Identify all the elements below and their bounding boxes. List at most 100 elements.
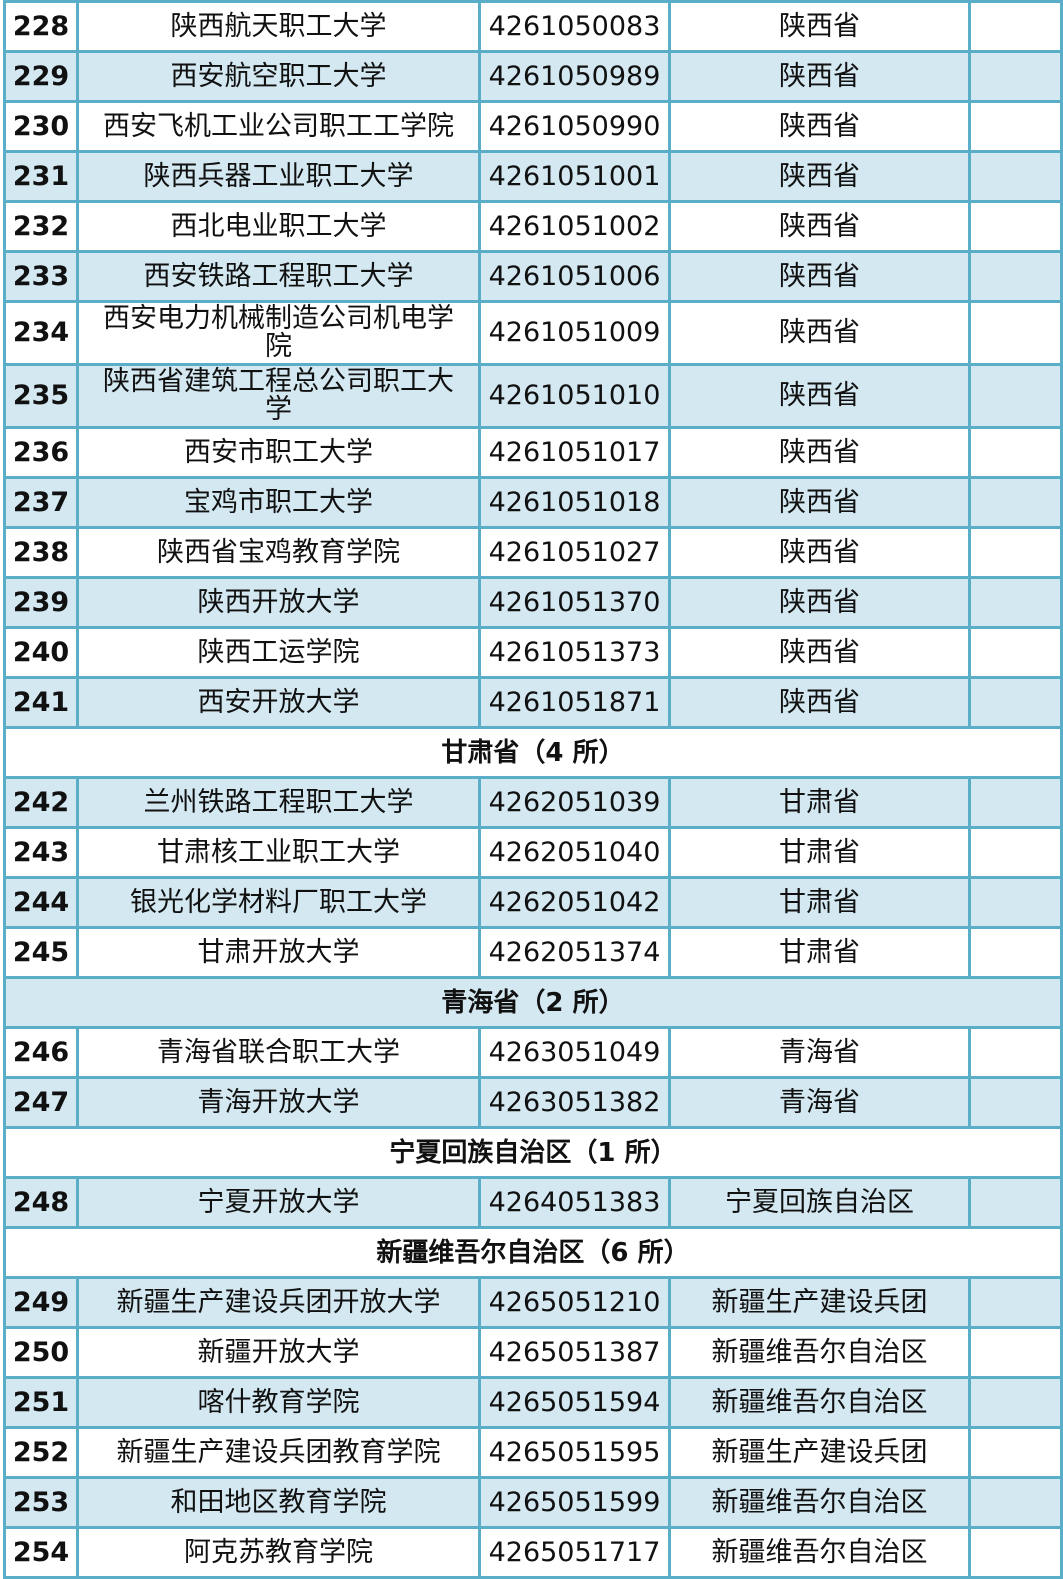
institution-code: 4263051049: [478, 1026, 671, 1079]
row-number: 252: [3, 1426, 79, 1479]
remarks-cell: [968, 776, 1063, 829]
region-name: 陕西省: [668, 50, 971, 103]
remarks-cell: [968, 676, 1063, 729]
section-header-row: 青海省（2 所）: [3, 976, 1063, 1029]
table-row: 241 西安开放大学 4261051871 陕西省: [3, 676, 1063, 729]
table-row: 242 兰州铁路工程职工大学 4262051039 甘肃省: [3, 776, 1063, 829]
row-number: 247: [3, 1076, 79, 1129]
remarks-cell: [968, 50, 1063, 103]
region-name: 陕西省: [668, 576, 971, 629]
remarks-cell: [968, 476, 1063, 529]
institution-name: 甘肃核工业职工大学: [76, 826, 481, 879]
table-row: 251 喀什教育学院 4265051594 新疆维吾尔自治区: [3, 1376, 1063, 1429]
institution-code: 4263051382: [478, 1076, 671, 1129]
region-name: 陕西省: [668, 250, 971, 303]
table-row: 231 陕西兵器工业职工大学 4261051001 陕西省: [3, 150, 1063, 203]
region-name: 陕西省: [668, 676, 971, 729]
remarks-cell: [968, 526, 1063, 579]
region-name: 新疆维吾尔自治区: [668, 1376, 971, 1429]
institution-code: 4265051599: [478, 1476, 671, 1529]
remarks-cell: [968, 1476, 1063, 1529]
region-name: 陕西省: [668, 150, 971, 203]
institution-table: 228 陕西航天职工大学 4261050083 陕西省 229 西安航空职工大学 42610…: [3, 0, 1063, 1579]
region-name: 陕西省: [668, 526, 971, 579]
row-number: 250: [3, 1326, 79, 1379]
region-name: 宁夏回族自治区: [668, 1176, 971, 1229]
table-row: 243 甘肃核工业职工大学 4262051040 甘肃省: [3, 826, 1063, 879]
region-name: 陕西省: [668, 476, 971, 529]
remarks-cell: [968, 1526, 1063, 1579]
remarks-cell: [968, 626, 1063, 679]
region-name: 青海省: [668, 1026, 971, 1079]
region-name: 新疆维吾尔自治区: [668, 1326, 971, 1379]
row-number: 232: [3, 200, 79, 253]
institution-name: 陕西省宝鸡教育学院: [76, 526, 481, 579]
institution-code: 4261050989: [478, 50, 671, 103]
region-name: 陕西省: [668, 200, 971, 253]
table-row: 254 阿克苏教育学院 4265051717 新疆维吾尔自治区: [3, 1526, 1063, 1579]
remarks-cell: [968, 0, 1063, 53]
institution-name: 新疆开放大学: [76, 1326, 481, 1379]
region-name: 甘肃省: [668, 876, 971, 929]
table-row: 253 和田地区教育学院 4265051599 新疆维吾尔自治区: [3, 1476, 1063, 1529]
region-name: 陕西省: [668, 626, 971, 679]
remarks-cell: [968, 200, 1063, 253]
institution-name: 阿克苏教育学院: [76, 1526, 481, 1579]
section-title: 甘肃省（4 所）: [3, 726, 1063, 779]
region-name: 新疆生产建设兵团: [668, 1276, 971, 1329]
institution-code: 4261051370: [478, 576, 671, 629]
section-title: 青海省（2 所）: [3, 976, 1063, 1029]
institution-name: 甘肃开放大学: [76, 926, 481, 979]
section-header-row: 宁夏回族自治区（1 所）: [3, 1126, 1063, 1179]
institution-name: 陕西省建筑工程总公司职工大学: [76, 363, 481, 429]
institution-code: 4262051042: [478, 876, 671, 929]
region-name: 陕西省: [668, 100, 971, 153]
table-row: 239 陕西开放大学 4261051370 陕西省: [3, 576, 1063, 629]
institution-name: 和田地区教育学院: [76, 1476, 481, 1529]
institution-code: 4261050990: [478, 100, 671, 153]
institution-code: 4264051383: [478, 1176, 671, 1229]
row-number: 242: [3, 776, 79, 829]
institution-code: 4262051374: [478, 926, 671, 979]
row-number: 229: [3, 50, 79, 103]
remarks-cell: [968, 926, 1063, 979]
region-name: 甘肃省: [668, 826, 971, 879]
row-number: 241: [3, 676, 79, 729]
row-number: 253: [3, 1476, 79, 1529]
institution-code: 4261051010: [478, 363, 671, 429]
region-name: 新疆生产建设兵团: [668, 1426, 971, 1479]
remarks-cell: [968, 1376, 1063, 1429]
remarks-cell: [968, 300, 1063, 366]
institution-name: 西安铁路工程职工大学: [76, 250, 481, 303]
table-row: 238 陕西省宝鸡教育学院 4261051027 陕西省: [3, 526, 1063, 579]
section-title: 新疆维吾尔自治区（6 所）: [3, 1226, 1063, 1279]
region-name: 陕西省: [668, 300, 971, 366]
institution-code: 4261051018: [478, 476, 671, 529]
institution-code: 4261051009: [478, 300, 671, 366]
remarks-cell: [968, 1326, 1063, 1379]
region-name: 陕西省: [668, 0, 971, 53]
row-number: 246: [3, 1026, 79, 1079]
remarks-cell: [968, 150, 1063, 203]
institution-code: 4261051002: [478, 200, 671, 253]
table-row: 233 西安铁路工程职工大学 4261051006 陕西省: [3, 250, 1063, 303]
remarks-cell: [968, 1426, 1063, 1479]
row-number: 240: [3, 626, 79, 679]
remarks-cell: [968, 826, 1063, 879]
institution-name: 西安开放大学: [76, 676, 481, 729]
row-number: 243: [3, 826, 79, 879]
row-number: 239: [3, 576, 79, 629]
institution-name: 西安飞机工业公司职工工学院: [76, 100, 481, 153]
row-number: 238: [3, 526, 79, 579]
remarks-cell: [968, 1176, 1063, 1229]
region-name: 青海省: [668, 1076, 971, 1129]
institution-code: 4261050083: [478, 0, 671, 53]
table-row: 228 陕西航天职工大学 4261050083 陕西省: [3, 0, 1063, 53]
table-row: 232 西北电业职工大学 4261051002 陕西省: [3, 200, 1063, 253]
table-row: 237 宝鸡市职工大学 4261051018 陕西省: [3, 476, 1063, 529]
institution-code: 4261051871: [478, 676, 671, 729]
institution-code: 4261051017: [478, 426, 671, 479]
section-header-row: 甘肃省（4 所）: [3, 726, 1063, 779]
table-row: 235 陕西省建筑工程总公司职工大学 4261051010 陕西省: [3, 363, 1063, 429]
row-number: 235: [3, 363, 79, 429]
